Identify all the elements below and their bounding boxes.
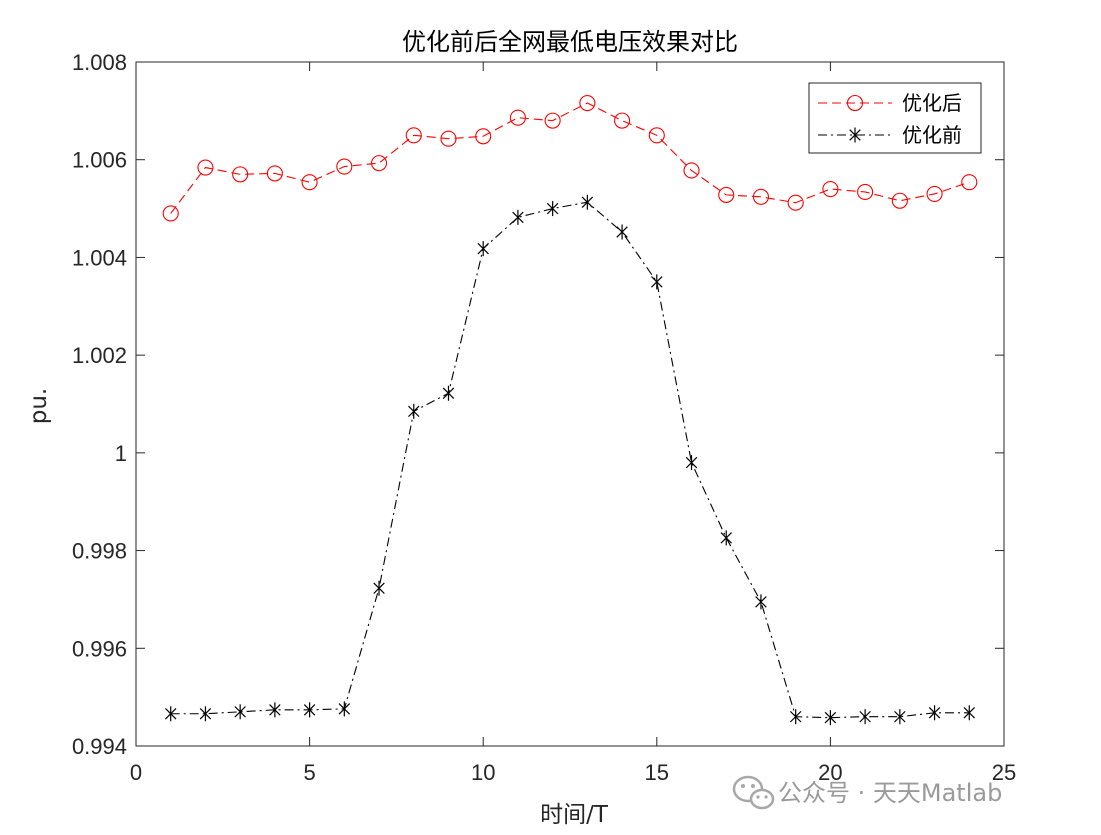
legend-box <box>808 82 982 154</box>
data-point <box>303 702 316 718</box>
data-point <box>232 166 249 183</box>
data-point <box>752 188 770 205</box>
data-point <box>338 701 351 717</box>
y-tick-label: 1 <box>115 441 127 466</box>
data-point <box>926 185 943 202</box>
series-1 <box>162 94 978 222</box>
data-point <box>164 706 177 722</box>
x-tick-label: 0 <box>130 760 142 785</box>
y-tick-label: 0.998 <box>72 539 127 564</box>
data-point <box>822 180 839 198</box>
data-point <box>197 159 214 176</box>
data-point <box>440 130 457 147</box>
data-point <box>269 702 281 718</box>
data-point <box>579 94 596 112</box>
data-point <box>963 705 976 721</box>
data-point <box>616 224 628 240</box>
legend-entry: 优化前 <box>818 123 962 147</box>
data-point <box>475 128 492 145</box>
legend-label: 优化前 <box>902 123 962 147</box>
data-point <box>718 186 735 203</box>
data-point <box>859 709 871 725</box>
series-layer <box>162 94 978 726</box>
data-point <box>651 274 663 290</box>
axis-ticks: 0 5 10 15 20 25 0.994 0.996 0.998 1 1.002 1.004 1.00… <box>72 50 1016 785</box>
legend-marker <box>849 127 861 143</box>
data-point <box>544 112 561 129</box>
series-line <box>170 201 970 719</box>
data-point <box>301 174 318 191</box>
x-axis-label: 时间/T <box>540 802 609 828</box>
data-point <box>234 704 246 720</box>
chart-title: 优化前后全网最低电压效果对比 <box>402 28 738 56</box>
y-tick-label: 1.004 <box>72 245 127 270</box>
y-axis-label: pu. <box>26 388 52 425</box>
data-point <box>755 594 767 610</box>
plot-area <box>135 61 1005 747</box>
data-point <box>405 127 422 144</box>
data-point <box>442 385 455 401</box>
x-tick-label: 25 <box>992 760 1016 785</box>
x-tick-label: 5 <box>303 760 315 785</box>
data-point <box>648 127 665 144</box>
data-point <box>789 709 802 725</box>
y-tick-label: 1.002 <box>72 343 127 368</box>
data-point <box>199 706 212 722</box>
x-tick-label: 15 <box>645 760 669 785</box>
x-tick-label: 10 <box>471 760 495 785</box>
y-tick-label: 0.994 <box>72 734 127 759</box>
data-point <box>894 709 906 725</box>
series-2 <box>164 194 976 726</box>
legend-marker <box>846 94 864 112</box>
data-point <box>408 403 420 419</box>
data-point <box>581 194 594 210</box>
data-point <box>787 194 804 211</box>
data-point <box>928 705 941 721</box>
x-tick-label: 20 <box>818 760 842 785</box>
wechat-icon <box>732 775 775 810</box>
data-point <box>477 241 489 257</box>
data-point <box>336 158 353 175</box>
data-point <box>720 530 732 546</box>
data-point <box>509 109 526 126</box>
data-point <box>512 209 524 225</box>
data-point <box>370 155 388 172</box>
watermark-text: 公众号 · 天天Matlab <box>778 779 1002 807</box>
data-point <box>266 165 283 182</box>
y-tick-label: 1.006 <box>72 148 127 173</box>
legend-label: 优化后 <box>902 91 962 115</box>
data-point <box>961 174 978 191</box>
data-point <box>824 710 837 726</box>
data-point <box>546 201 559 217</box>
y-tick-label: 1.008 <box>72 50 127 75</box>
y-tick-label: 0.996 <box>72 636 127 661</box>
legend-entry: 优化后 <box>818 91 962 115</box>
data-point <box>162 205 179 222</box>
data-point <box>373 580 385 596</box>
data-point <box>614 112 631 129</box>
data-point <box>685 455 698 471</box>
data-point <box>857 183 874 201</box>
data-point <box>891 192 908 209</box>
watermark: 公众号 · 天天Matlab <box>732 775 1002 810</box>
series-line <box>170 102 970 214</box>
data-point <box>683 162 700 179</box>
